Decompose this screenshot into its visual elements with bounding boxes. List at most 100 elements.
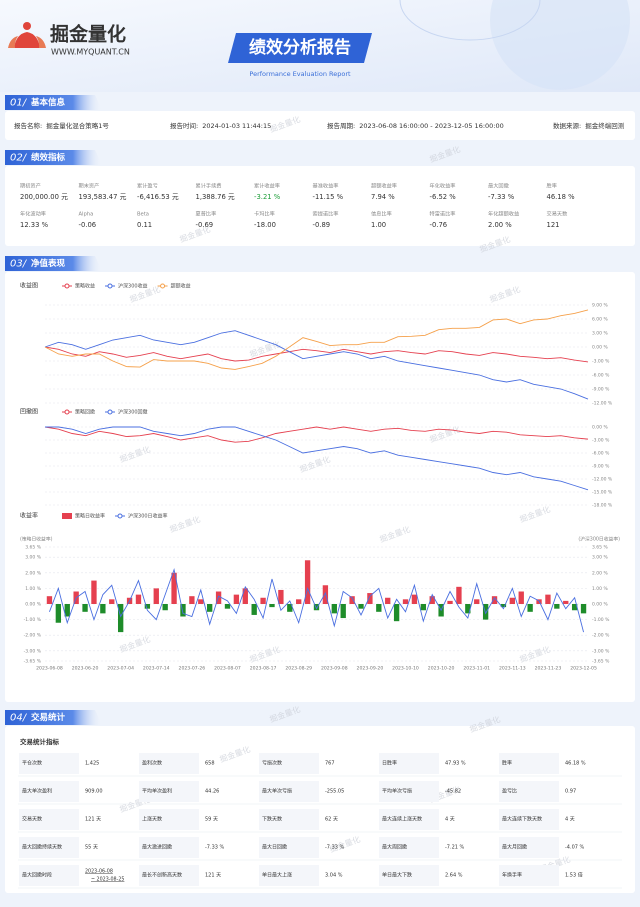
info-label: 报告时间: <box>170 121 198 130</box>
label-cell <box>19 837 79 858</box>
label-cell <box>499 781 559 802</box>
legend-dot <box>117 513 123 519</box>
bar <box>393 604 400 622</box>
metric-label: 累计手续费 <box>196 182 222 190</box>
info-value: 2024-01-03 11:44:15 <box>202 122 271 130</box>
y-tick-label: 9.00 % <box>592 303 608 309</box>
bar <box>224 604 231 609</box>
bar <box>509 597 516 604</box>
stat-value: 1.53 倍 <box>565 872 583 879</box>
stat-value: -7.33 % <box>325 845 345 851</box>
bar <box>385 597 391 604</box>
metric-label: 胜率 <box>547 182 557 190</box>
stat-label: 年换手率 <box>502 872 522 879</box>
series-line <box>44 309 589 370</box>
stat-label: 平仓次数 <box>22 760 42 767</box>
metric-value: 46.18 % <box>547 193 576 201</box>
bar <box>411 594 418 604</box>
y-tick-label: 0.00 % <box>592 425 608 431</box>
legend-label: 策略日收益率 <box>75 513 105 520</box>
stat-value: 4 天 <box>445 817 455 823</box>
legend-label: 策略收益 <box>75 283 95 290</box>
stat-label: 最大激进回撤 <box>142 844 172 851</box>
legend-label: 沪深300收益 <box>118 283 148 290</box>
section-title: 绩效指标 <box>31 152 66 163</box>
stat-label: 最大回撤时段 <box>22 872 52 879</box>
metric-label: 夏普比率 <box>196 210 217 218</box>
x-tick-label: 2023-08-07 <box>214 666 241 672</box>
section-tab <box>5 150 102 165</box>
stat-label: 上涨天数 <box>142 816 162 823</box>
y-tick-label: 3.00 % <box>25 555 41 561</box>
stat-label: 交易天数 <box>22 816 42 823</box>
series-line <box>44 330 589 400</box>
x-tick-label: 2023-10-10 <box>392 666 419 672</box>
metric-value: 7.94 % <box>371 193 395 201</box>
stat-value: 55 天 <box>85 845 98 851</box>
stat-label: 日胜率 <box>382 760 397 767</box>
chart-title: 收益率 <box>20 512 38 520</box>
metric-value: -0.89 <box>313 221 331 229</box>
x-tick-label: 2023-12-05 <box>570 666 597 672</box>
metric-value: 0.11 <box>137 221 152 229</box>
stat-label: 盈利次数 <box>142 760 162 767</box>
label-cell <box>259 865 319 886</box>
info-value: 2023-06-08 16:00:00 - 2023-12-05 16:00:0… <box>359 122 504 130</box>
section-tab <box>5 256 102 271</box>
section-number: 01/ <box>10 98 28 109</box>
label-cell <box>499 837 559 858</box>
y-tick-label: -2.00 % <box>24 633 42 639</box>
watermark: 掘金量化 <box>268 704 301 724</box>
stat-label: 单日最大下跌 <box>382 872 412 879</box>
bar <box>545 594 551 604</box>
y-tick-label: 3.65 % <box>592 545 608 551</box>
stat-value: -7.33 % <box>205 845 225 851</box>
label-cell <box>139 837 199 858</box>
bar <box>358 604 364 609</box>
label-cell <box>499 753 559 774</box>
bar <box>580 604 587 614</box>
stat-value: 2023-06-08 <box>85 869 113 875</box>
stat-value: 767 <box>325 761 335 767</box>
stat-label: 下跌天数 <box>262 816 282 823</box>
metric-label: 信息比率 <box>371 210 392 218</box>
y-tick-label: 2.00 % <box>25 570 41 576</box>
legend-dot <box>107 283 113 289</box>
y-tick-label: 0.00 % <box>592 602 608 608</box>
stat-value: 46.18 % <box>565 761 586 767</box>
bar <box>563 600 569 604</box>
metric-value: 2.00 % <box>488 221 512 229</box>
section-title: 交易统计 <box>31 712 66 723</box>
metric-label: 累计收益率 <box>254 182 280 190</box>
metric-value: -6.52 % <box>430 193 457 201</box>
label-cell <box>139 865 199 886</box>
bar <box>500 604 507 608</box>
bar <box>233 594 240 604</box>
stat-value: 62 天 <box>325 817 338 823</box>
label-cell <box>139 753 199 774</box>
bar <box>171 572 177 604</box>
y-tick-label: 3.00 % <box>592 555 608 561</box>
stat-value: 121 天 <box>85 817 101 823</box>
label-cell <box>139 809 199 830</box>
bar <box>278 589 284 604</box>
bar <box>189 596 195 604</box>
y-tick-label: -12.00 % <box>592 477 613 483</box>
bar <box>287 604 293 612</box>
y-tick-label: -2.00 % <box>592 633 610 639</box>
label-cell <box>259 809 319 830</box>
legend-dot <box>160 283 166 289</box>
stat-value: 59 天 <box>205 817 218 823</box>
bar <box>313 604 320 611</box>
bar <box>242 588 248 604</box>
stat-value: 4 天 <box>565 817 575 823</box>
y-tick-label: -9.00 % <box>592 387 610 393</box>
label-cell <box>379 809 439 830</box>
report-subtitle: Performance Evaluation Report <box>249 70 351 78</box>
bar <box>117 604 124 633</box>
bar <box>91 580 97 604</box>
y-axis-label: (策略日收益率) <box>20 536 53 543</box>
y-tick-label: -6.00 % <box>592 451 610 457</box>
label-cell <box>139 781 199 802</box>
y-tick-label: 1.00 % <box>592 586 608 592</box>
